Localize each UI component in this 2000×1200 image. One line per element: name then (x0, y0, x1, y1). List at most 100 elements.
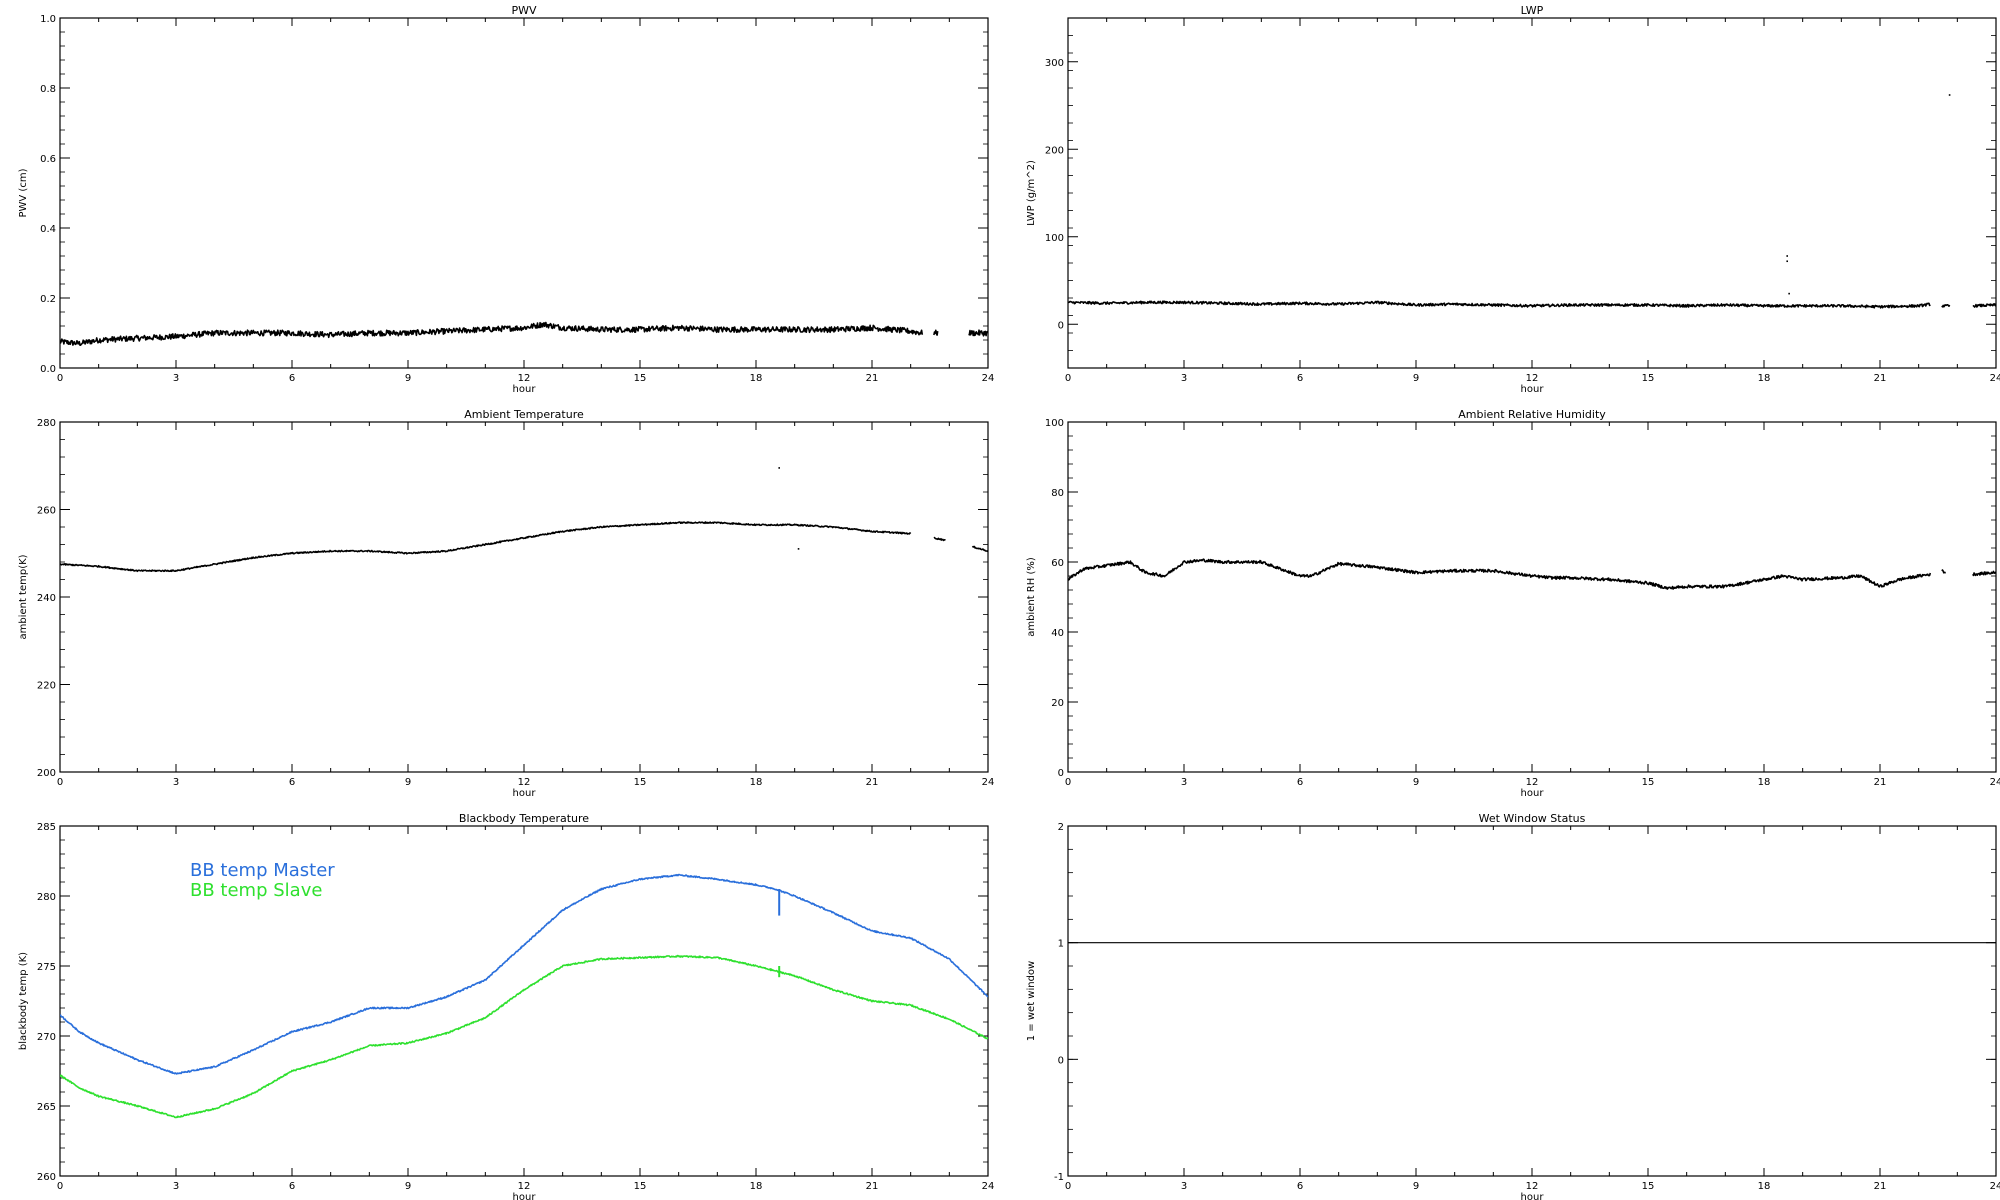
panel-tamb-xtick-label: 6 (289, 777, 295, 788)
panel-bbtemp-xtick-label: 0 (57, 1181, 63, 1192)
panel-rh-xtick-label: 18 (1758, 777, 1771, 788)
panel-lwp-ytick-label: 100 (1045, 233, 1064, 244)
panel-wetwin-ylabel: 1 = wet window (1026, 961, 1037, 1041)
panel-wetwin-ytick-label: 2 (1058, 822, 1064, 833)
panel-bbtemp-xtick-label: 12 (518, 1181, 531, 1192)
panel-rh-xtick-label: 3 (1181, 777, 1187, 788)
panel-tamb-xtick-label: 18 (750, 777, 763, 788)
panel-wetwin-xtick-label: 24 (1990, 1181, 2000, 1192)
panel-lwp-title: LWP (1521, 4, 1544, 17)
panel-pwv-ytick-label: 0.2 (40, 294, 56, 305)
panel-lwp-xtick-label: 15 (1642, 373, 1655, 384)
panel-lwp-xtick-label: 6 (1297, 373, 1303, 384)
panel-wetwin-xtick-label: 12 (1526, 1181, 1539, 1192)
panel-bbtemp-ytick-label: 270 (37, 1032, 56, 1043)
panel-wetwin-xtick-label: 21 (1874, 1181, 1887, 1192)
panel-pwv-xlabel: hour (513, 384, 537, 395)
panel-rh-xtick-label: 24 (1990, 777, 2000, 788)
panel-lwp-outlier-point (1788, 292, 1790, 295)
panel-rh-series-0-segment (1941, 569, 1947, 574)
panel-tamb-ylabel: ambient temp(K) (18, 554, 29, 639)
panel-lwp-xtick-label: 3 (1181, 373, 1187, 384)
panel-tamb-series-0-segment (60, 521, 912, 573)
panel-rh-ytick-label: 60 (1051, 558, 1064, 569)
panel-tamb-outlier-point (778, 467, 780, 469)
panel-wetwin-xtick-label: 18 (1758, 1181, 1771, 1192)
panel-pwv-series-0-segment (968, 329, 988, 337)
panel-pwv-xtick-label: 0 (57, 373, 63, 384)
ambient-temperature-panel: Ambient Temperature 0 3 6 9 12 15 18 21 24 200 220 2… (18, 408, 994, 799)
panel-pwv-ylabel: PWV (cm) (18, 168, 29, 217)
panel-pwv-xtick-label: 6 (289, 373, 295, 384)
panel-rh-xtick-label: 12 (1526, 777, 1539, 788)
panel-wetwin-xtick-label: 9 (1413, 1181, 1419, 1192)
panel-rh-xlabel: hour (1521, 788, 1545, 799)
panel-lwp-xtick-label: 24 (1990, 373, 2000, 384)
panel-lwp-ylabel: LWP (g/m^2) (1026, 160, 1037, 226)
panel-bbtemp-xlabel: hour (513, 1192, 537, 1200)
panel-wetwin-title: Wet Window Status (1479, 812, 1586, 825)
panel-rh-series-0-segment (1972, 570, 1996, 577)
panel-tamb-ytick-label: 220 (37, 681, 56, 692)
panel-pwv-xtick-label: 18 (750, 373, 763, 384)
panel-wetwin-ytick-label: 0 (1058, 1055, 1064, 1066)
panel-tamb-xtick-label: 21 (866, 777, 879, 788)
panel-tamb-frame (59, 421, 989, 773)
panel-tamb-ytick-label: 240 (37, 593, 56, 604)
panel-rh-frame (1067, 421, 1997, 773)
panel-bbtemp-ytick-label: 260 (37, 1172, 56, 1183)
panel-bbtemp-ytick-label: 275 (37, 962, 56, 973)
panel-pwv-frame (59, 17, 989, 369)
panel-lwp-plot-area (1068, 94, 1996, 309)
panel-pwv-title: PWV (511, 4, 537, 17)
panel-wetwin-ytick-label: 1 (1058, 939, 1064, 950)
panel-lwp-series-0-segment (1068, 300, 1931, 309)
pwv-panel: PWV 0 3 6 9 12 15 18 21 24 0.0 0.2 0.4 0.6 0.8 1.0 hour P… (18, 4, 994, 395)
panel-lwp-ytick-label: 200 (1045, 145, 1064, 156)
panel-lwp-xtick-label: 21 (1874, 373, 1887, 384)
panel-pwv-ytick-label: 0.0 (40, 364, 56, 375)
ambient-relative-humidity-panel: Ambient Relative Humidity 0 3 6 9 12 15 18 21 24 0… (1026, 408, 2000, 799)
panel-bbtemp-plot-area (60, 873, 988, 1119)
panel-lwp-series-0-segment (1972, 303, 1996, 308)
panel-tamb-series-0-segment (971, 545, 988, 553)
panel-bbtemp-legend-entry: BB temp Master (190, 860, 335, 881)
panel-pwv-ytick-label: 1.0 (40, 14, 56, 25)
panel-tamb-xtick-label: 24 (982, 777, 995, 788)
panel-tamb-xtick-label: 12 (518, 777, 531, 788)
panel-tamb-xtick-label: 15 (634, 777, 647, 788)
panel-tamb-outlier-point (797, 548, 800, 550)
panel-lwp-ytick-label: 300 (1045, 58, 1064, 69)
panel-wetwin-frame (1067, 825, 1997, 1177)
panel-bbtemp-title: Blackbody Temperature (459, 812, 589, 825)
panel-pwv-ytick-label: 0.4 (40, 224, 56, 235)
panel-lwp-outlier-point (1786, 255, 1788, 257)
panel-bbtemp-ytick-label: 265 (37, 1102, 56, 1113)
panel-lwp-xtick-label: 12 (1526, 373, 1539, 384)
panel-wetwin-xtick-label: 15 (1642, 1181, 1655, 1192)
panel-pwv-xtick-label: 21 (866, 373, 879, 384)
panel-bbtemp-xtick-label: 9 (405, 1181, 411, 1192)
panel-tamb-title: Ambient Temperature (464, 408, 584, 421)
panel-pwv-xtick-label: 15 (634, 373, 647, 384)
panel-tamb-series-0-segment (933, 536, 946, 542)
panel-tamb-ytick-label: 200 (37, 768, 56, 779)
panel-rh-series-0-segment (1068, 558, 1932, 590)
panel-wetwin-ytick-label: -1 (1054, 1172, 1064, 1183)
panel-tamb-ytick-label: 260 (37, 506, 56, 517)
panel-wetwin-xtick-label: 0 (1065, 1181, 1071, 1192)
panel-bbtemp-xtick-label: 24 (982, 1181, 995, 1192)
panel-bbtemp-series-1-segment (60, 954, 988, 1119)
panel-lwp-ytick-label: 0 (1058, 320, 1064, 331)
panel-bbtemp-xtick-label: 18 (750, 1181, 763, 1192)
panel-rh-plot-area (1068, 558, 1996, 590)
panel-lwp-outlier-point (1786, 260, 1788, 263)
panel-tamb-plot-area (60, 467, 988, 573)
panel-rh-xtick-label: 9 (1413, 777, 1419, 788)
panel-bbtemp-legend-entry: BB temp Slave (190, 880, 322, 901)
panel-pwv-ytick-label: 0.6 (40, 154, 56, 165)
panel-lwp-xtick-label: 9 (1413, 373, 1419, 384)
panel-pwv-xtick-label: 9 (405, 373, 411, 384)
panel-bbtemp-ytick-label: 285 (37, 822, 56, 833)
